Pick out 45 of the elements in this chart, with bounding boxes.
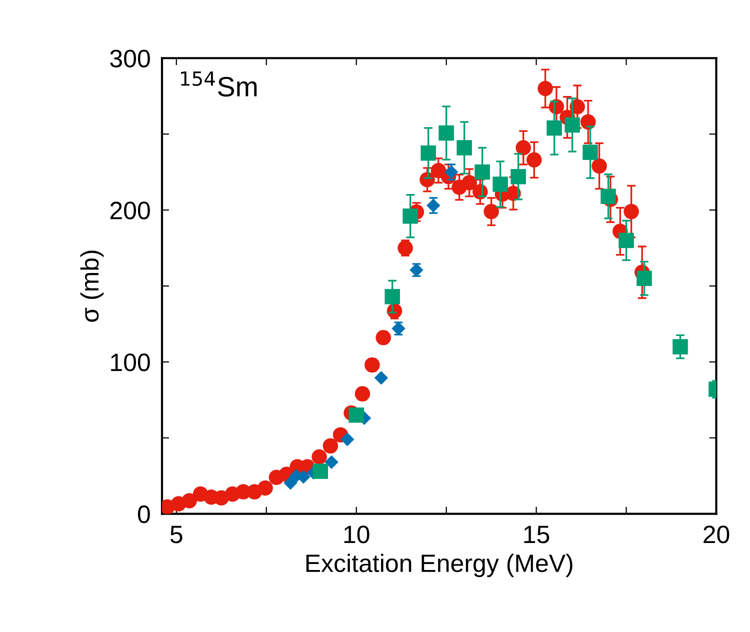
point <box>354 386 370 402</box>
point <box>284 476 298 490</box>
y-tick-label: 300 <box>110 50 150 68</box>
point <box>462 175 477 190</box>
x-tick-label: 15 <box>524 526 550 544</box>
y-tick-label: 0 <box>138 505 150 524</box>
point <box>182 493 197 508</box>
point <box>564 117 580 133</box>
point <box>600 188 616 204</box>
point <box>582 144 598 160</box>
x-tick-label: 20 <box>704 526 730 544</box>
point <box>384 288 400 304</box>
point <box>546 120 562 136</box>
point <box>402 208 418 224</box>
point <box>492 176 508 192</box>
point <box>374 371 388 385</box>
x-tick-label: 5 <box>170 526 182 544</box>
point <box>324 455 338 470</box>
point <box>538 80 553 96</box>
point <box>258 480 273 496</box>
y-tick-label: 100 <box>111 354 150 372</box>
point <box>510 168 526 184</box>
point <box>636 270 652 286</box>
x-axis-title: Excitation Energy (MeV) <box>306 554 572 578</box>
point <box>322 438 338 454</box>
point <box>618 232 634 248</box>
point <box>474 164 490 180</box>
x-tick-label: 10 <box>344 526 370 544</box>
y-axis-title: σ (mb) <box>80 250 104 322</box>
point <box>312 449 327 464</box>
point <box>340 432 354 446</box>
point <box>364 357 380 373</box>
point <box>348 407 364 423</box>
point <box>516 140 531 156</box>
point <box>526 152 542 168</box>
point <box>484 204 499 220</box>
point <box>420 145 436 161</box>
point <box>624 204 639 220</box>
point <box>456 140 472 156</box>
annotation: $^{154}$Sm <box>181 72 257 97</box>
point <box>438 125 454 141</box>
point <box>312 464 328 479</box>
y-tick-label: 200 <box>110 202 150 220</box>
point <box>672 339 688 354</box>
point <box>592 158 607 174</box>
